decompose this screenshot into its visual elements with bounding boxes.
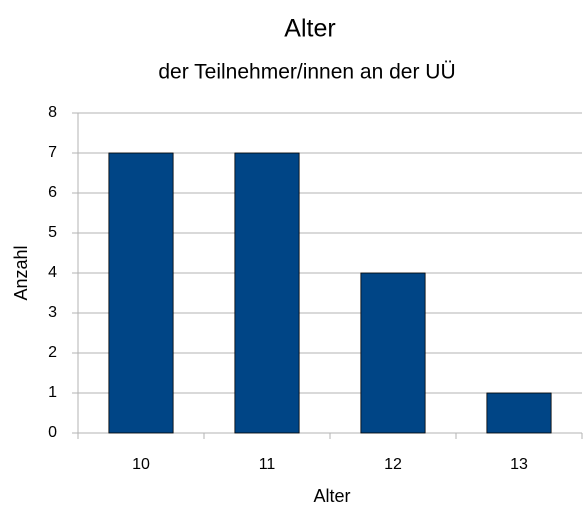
y-axis-label: Anzahl: [11, 245, 31, 300]
x-tick-label: 11: [259, 456, 276, 473]
chart-title: Alter: [284, 15, 335, 43]
x-axis-label: Alter: [313, 486, 350, 506]
y-tick-label: 3: [48, 304, 57, 321]
bar: [360, 272, 426, 434]
x-tick-label: 12: [384, 456, 402, 473]
bar: [108, 152, 174, 434]
y-tick-label: 0: [48, 424, 57, 441]
chart-subtitle: der Teilnehmer/innen an der UÜ: [158, 61, 455, 84]
y-tick-label: 2: [48, 344, 57, 361]
y-tick-label: 5: [48, 224, 57, 241]
y-tick-label: 6: [48, 184, 57, 201]
y-tick-label: 4: [48, 264, 57, 281]
x-tick-label: 13: [510, 456, 528, 473]
y-tick-label: 1: [48, 384, 57, 401]
y-tick-label: 7: [48, 144, 57, 161]
bar: [234, 152, 300, 434]
bar: [486, 392, 552, 434]
y-tick-label: 8: [48, 104, 57, 121]
x-tick-label: 10: [132, 456, 150, 473]
